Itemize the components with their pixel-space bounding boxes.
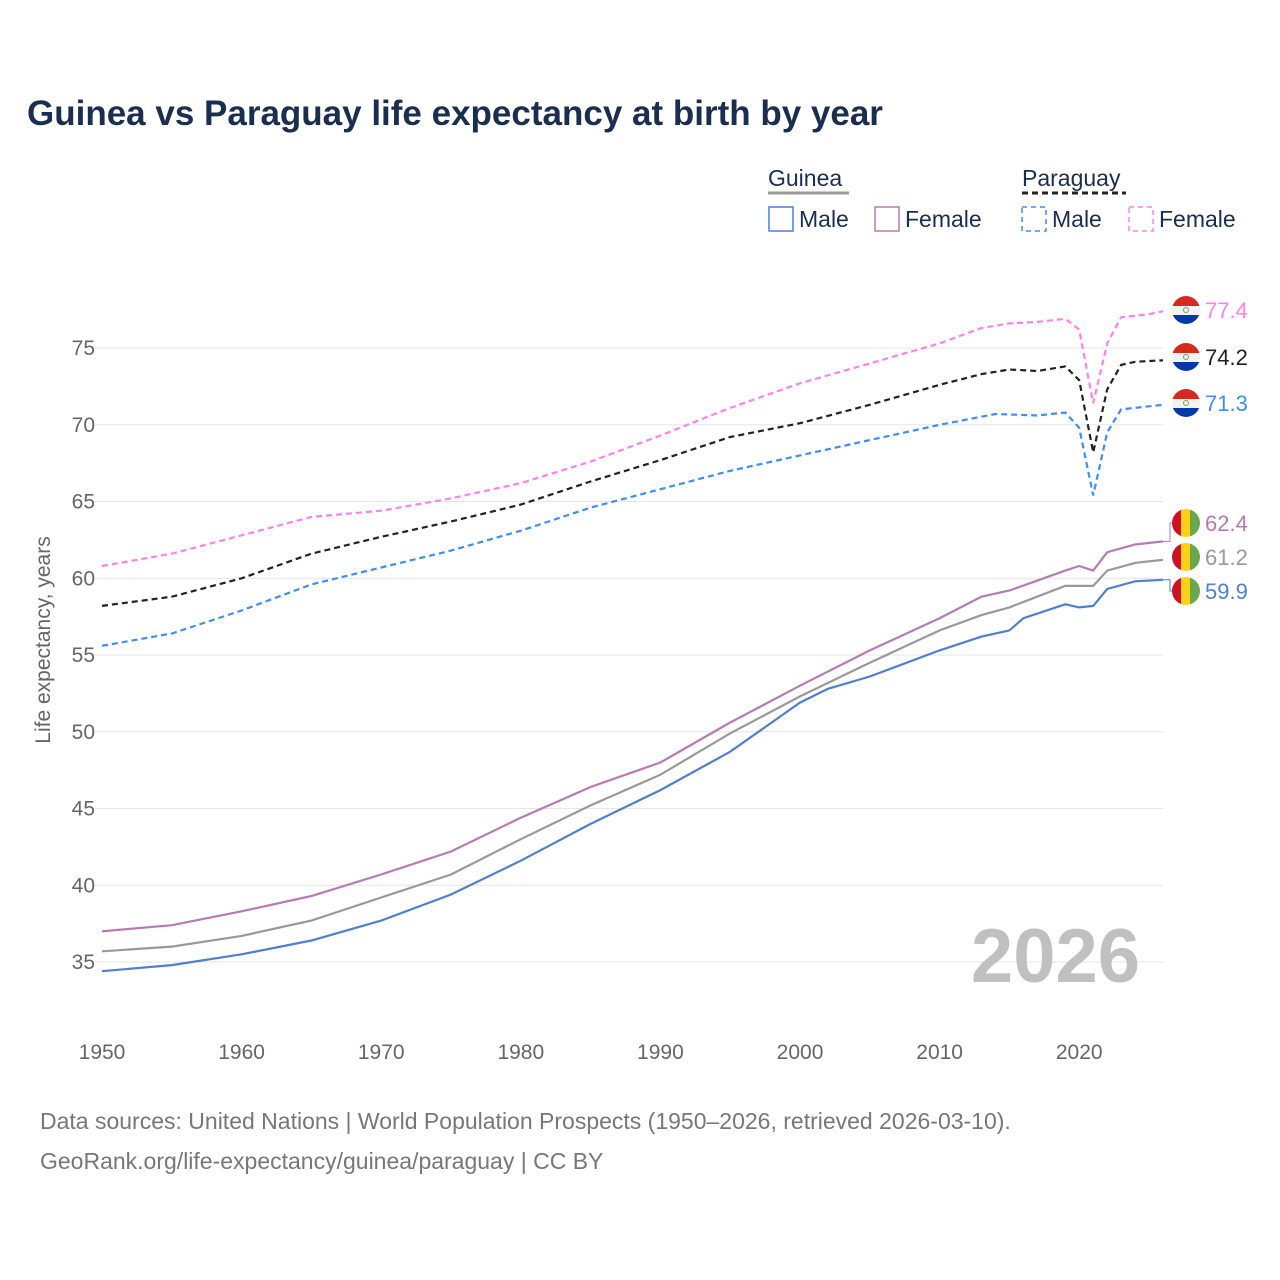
series-line-guinea-female [101,540,1164,933]
end-value-label: 61.2 [1205,545,1248,570]
series-lines [101,310,1164,973]
y-tick-label: 35 [72,951,95,974]
legend-guinea-male: Male [799,206,849,232]
y-tick-label: 70 [72,414,95,437]
series-line-paraguay-female [101,310,1164,568]
x-tick-label: 2020 [1056,1041,1103,1064]
chart-title: Guinea vs Paraguay life expectancy at bi… [27,94,883,133]
y-tick-label: 60 [72,567,95,590]
y-tick-label: 55 [72,644,95,667]
paraguay-flag-icon [1172,343,1200,371]
legend-guinea-female-swatch [874,206,900,232]
source-line-1: Data sources: United Nations | World Pop… [40,1108,1011,1134]
guinea-flag-icon [1172,577,1200,605]
series-line-guinea-male [101,578,1164,973]
legend-paraguay-female: Female [1159,206,1236,232]
end-value-label: 71.3 [1205,391,1248,416]
y-axis-label: Life expectancy, years [32,536,55,743]
year-watermark: 2026 [971,914,1140,999]
end-value-label: 59.9 [1205,579,1248,604]
x-tick-label: 2010 [916,1041,963,1064]
y-tick-label: 75 [72,337,95,360]
source-line-2[interactable]: GeoRank.org/life-expectancy/guinea/parag… [40,1148,604,1174]
series-line-paraguay-male [101,403,1164,647]
x-tick-label: 1990 [637,1041,684,1064]
guinea-flag-icon [1172,509,1200,537]
y-tick-label: 50 [72,721,95,744]
x-tick-label: 1950 [79,1041,126,1064]
legend-paraguay-male: Male [1052,206,1102,232]
end-value-label: 74.2 [1205,345,1248,370]
x-tick-label: 2000 [777,1041,824,1064]
y-tick-label: 65 [72,491,95,514]
legend-guinea-female: Female [905,206,982,232]
x-tick-label: 1960 [218,1041,265,1064]
paraguay-flag-icon [1172,389,1200,417]
series-line-guinea [101,558,1164,953]
legend-group-guinea: Guinea [768,165,842,191]
legend-group-paraguay: Paraguay [1022,165,1121,191]
series-line-paraguay [101,359,1164,607]
paraguay-flag-icon [1172,296,1200,324]
grid: 35 40 45 50 55 60 65 70 75 1950 1960 1970 1980 1990 20… [72,337,1163,1064]
y-tick-label: 45 [72,798,95,821]
end-value-label: 62.4 [1205,511,1248,536]
legend: Guinea Male Female Paraguay Male Female [768,165,1236,232]
guinea-flag-icon [1172,543,1200,571]
y-tick-label: 40 [72,874,95,897]
end-labels: 77.4 74.2 71.3 62.4 61.2 59.9 [1163,296,1248,605]
legend-paraguay-male-swatch [1021,206,1047,232]
end-value-label: 77.4 [1205,298,1248,323]
x-tick-label: 1980 [497,1041,544,1064]
legend-guinea-male-swatch [768,206,794,232]
legend-paraguay-female-swatch [1128,206,1154,232]
x-tick-label: 1970 [358,1041,405,1064]
